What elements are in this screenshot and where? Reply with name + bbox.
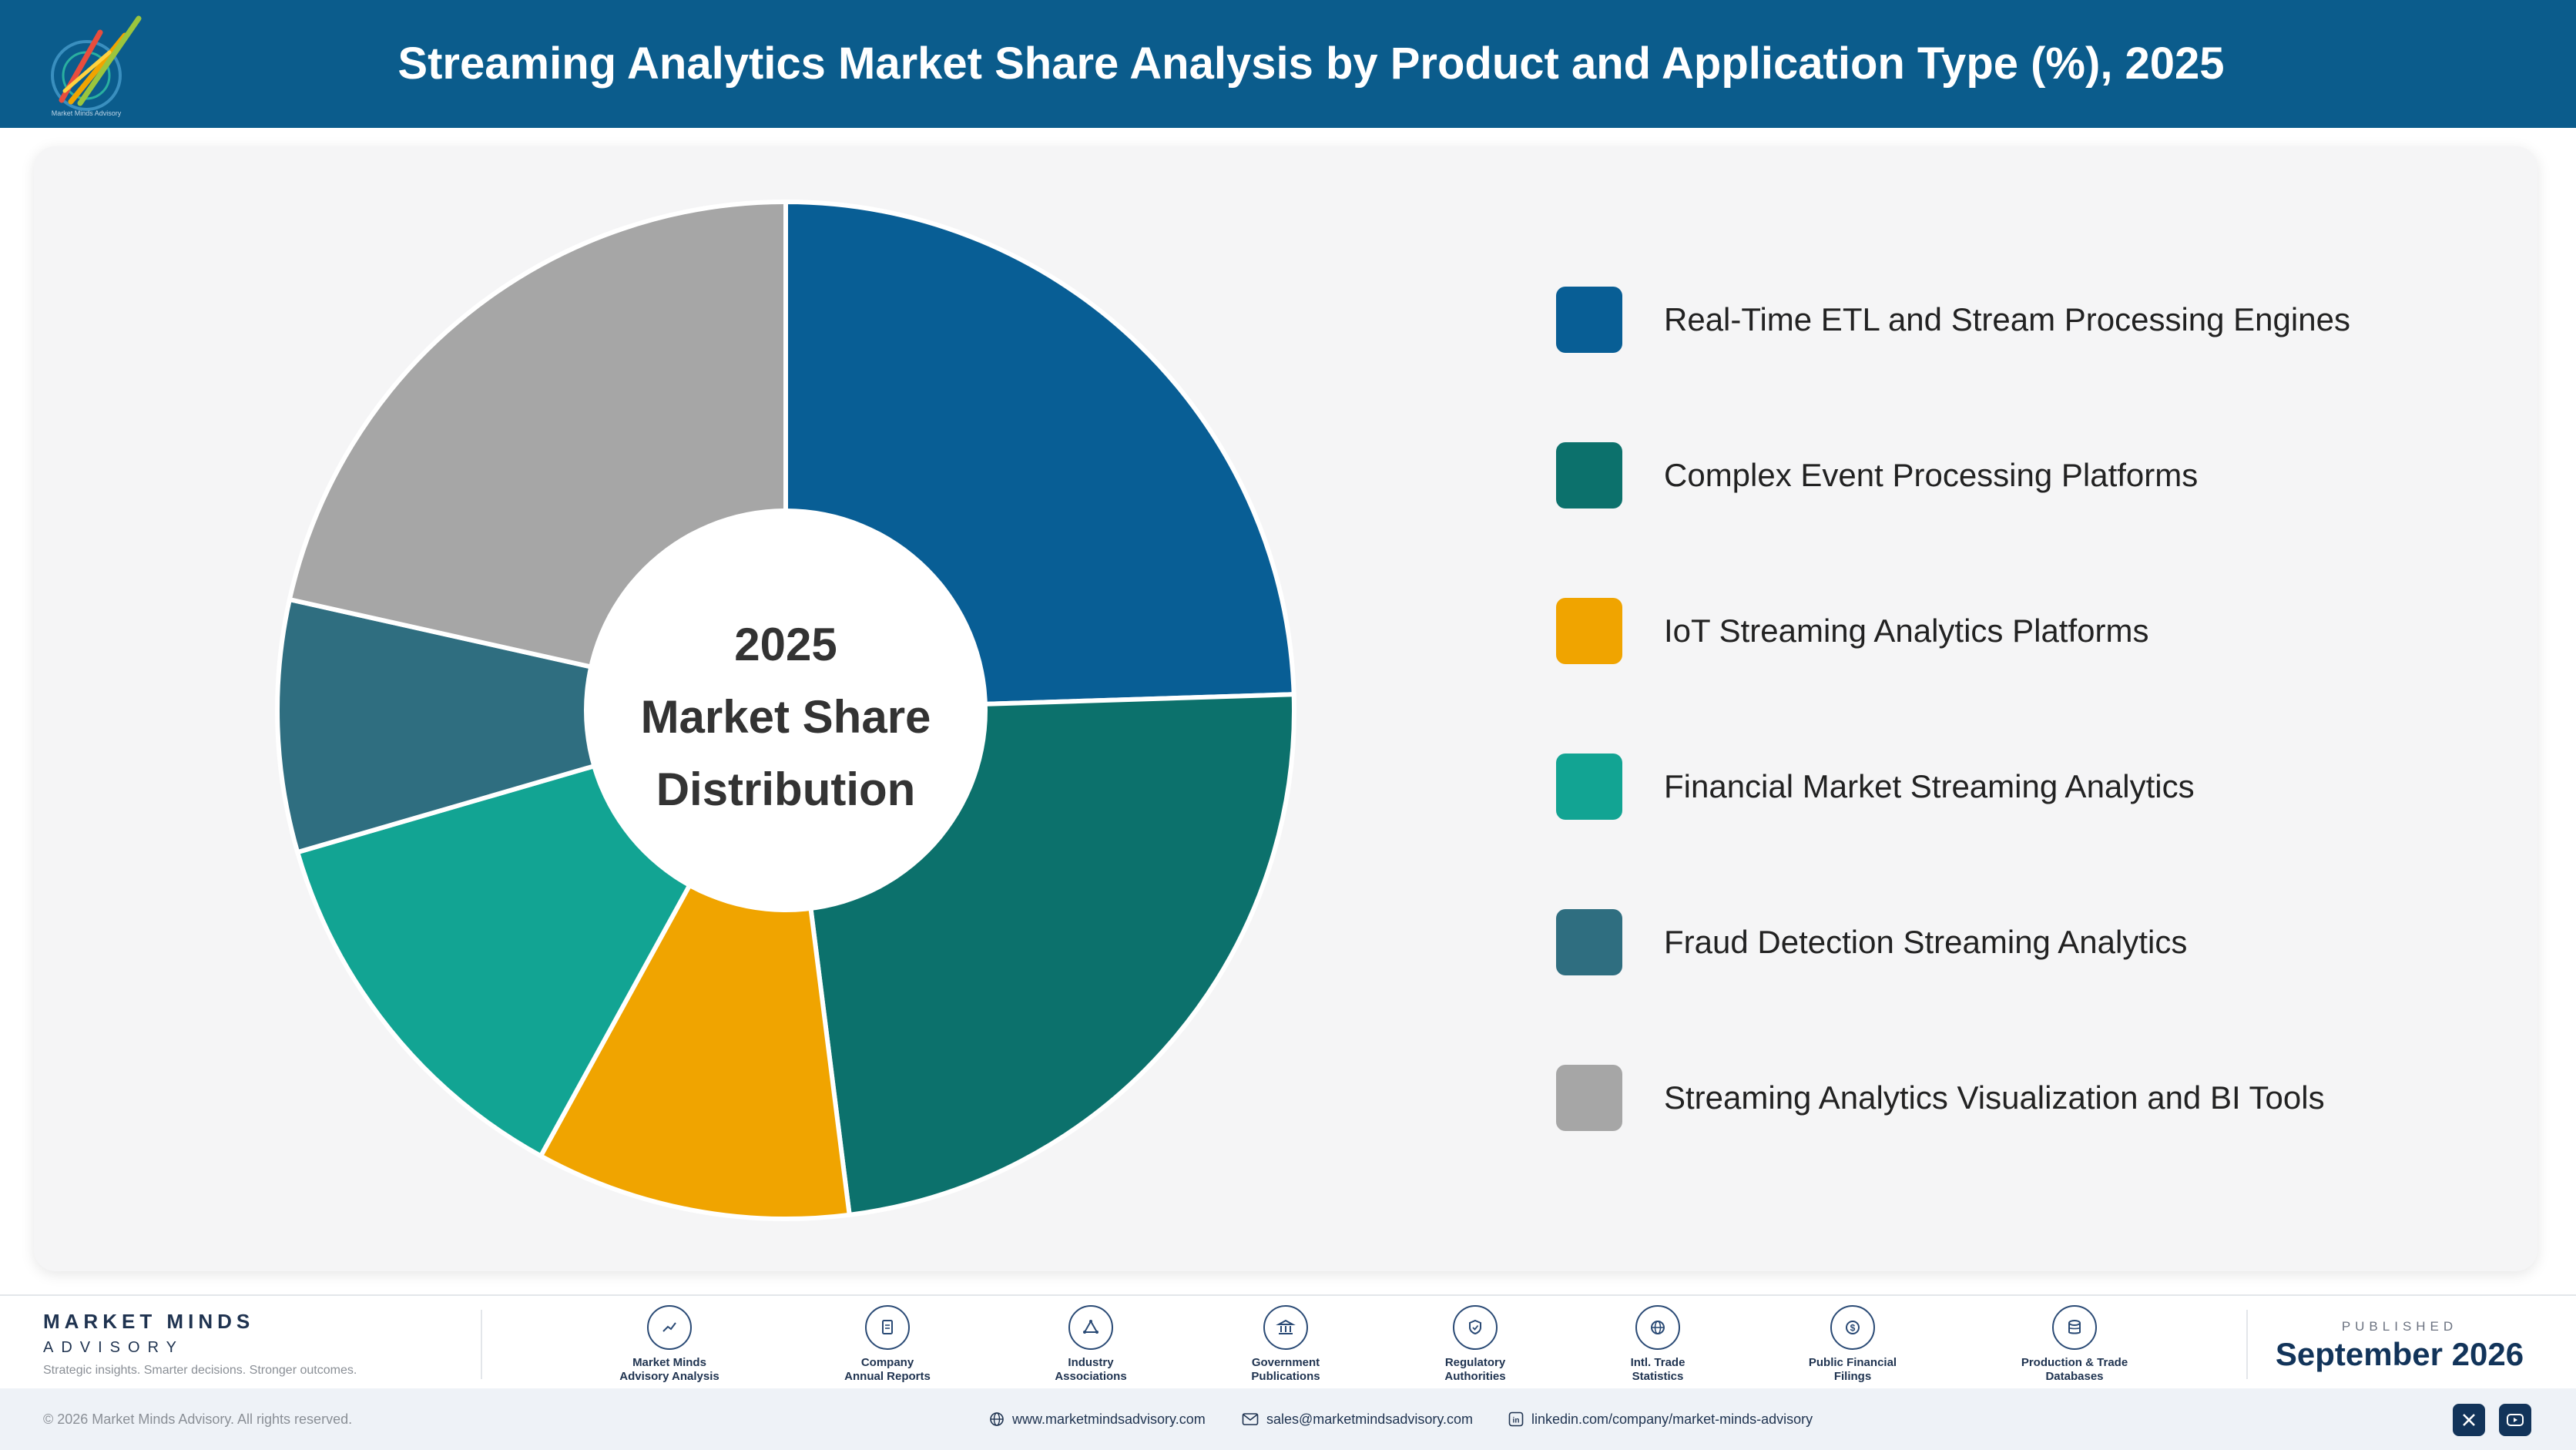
source-label: Market Minds Advisory Analysis <box>619 1356 719 1383</box>
svg-text:in: in <box>1513 1417 1520 1425</box>
youtube-icon[interactable] <box>2499 1404 2531 1436</box>
legend-swatch <box>1556 442 1622 509</box>
legend-item: IoT Streaming Analytics Platforms <box>1556 598 2480 666</box>
legend-label: Complex Event Processing Platforms <box>1664 457 2199 493</box>
legend-label: Fraud Detection Streaming Analytics <box>1664 924 2188 960</box>
center-label-line3: Distribution <box>656 764 916 815</box>
email-text: sales@marketmindsadvisory.com <box>1266 1411 1474 1427</box>
website-link[interactable]: www.marketmindsadvisory.com <box>989 1388 1206 1450</box>
legend-label: IoT Streaming Analytics Platforms <box>1664 613 2149 649</box>
source-item: $ Public Financial Filings <box>1776 1305 1930 1384</box>
source-label: Government Publications <box>1251 1356 1320 1383</box>
logo-text: Market Minds Advisory <box>52 109 122 117</box>
source-item: Regulatory Authorities <box>1398 1305 1552 1384</box>
brand-sub: ADVISORY <box>43 1339 184 1356</box>
source-label: Production & Trade Databases <box>2021 1356 2128 1383</box>
chart-title-text: Streaming Analytics Market Share Analysi… <box>397 39 2225 89</box>
source-label: Public Financial Filings <box>1808 1356 1897 1383</box>
legend-item: Financial Market Streaming Analytics <box>1556 754 2480 821</box>
document-icon <box>865 1305 910 1350</box>
svg-text:$: $ <box>1850 1323 1856 1334</box>
center-label-line2: Market Share <box>640 691 931 743</box>
source-item: Intl. Trade Statistics <box>1581 1305 1735 1384</box>
brand-name: MARKET MINDS <box>43 1310 255 1333</box>
legend-swatch <box>1556 1065 1622 1131</box>
source-item: Market Minds Advisory Analysis <box>592 1305 746 1384</box>
website-text: www.marketmindsadvisory.com <box>1012 1411 1206 1427</box>
header-bar: Market Minds Advisory Streaming Analytic… <box>0 0 2576 128</box>
trend-chart-icon <box>647 1305 692 1350</box>
linkedin-icon: in <box>1508 1411 1524 1427</box>
footer-divider <box>2246 1310 2248 1379</box>
bottom-bar: © 2026 Market Minds Advisory. All rights… <box>0 1388 2576 1450</box>
email-link[interactable]: sales@marketmindsadvisory.com <box>1242 1388 1473 1450</box>
footer: MARKET MINDS ADVISORY Strategic insights… <box>0 1294 2576 1390</box>
x-icon[interactable] <box>2453 1404 2485 1436</box>
globe-icon <box>989 1411 1005 1427</box>
legend-item: Real-Time ETL and Stream Processing Engi… <box>1556 287 2480 354</box>
legend-swatch <box>1556 909 1622 975</box>
network-icon <box>1068 1305 1113 1350</box>
source-label: Regulatory Authorities <box>1444 1356 1506 1383</box>
mail-icon <box>1242 1412 1259 1426</box>
building-icon <box>1263 1305 1308 1350</box>
legend-item: Fraud Detection Streaming Analytics <box>1556 909 2480 977</box>
donut-center-label: 2025 Market Share Distribution <box>585 609 986 826</box>
footer-divider <box>481 1310 482 1379</box>
dollar-icon: $ <box>1830 1305 1875 1350</box>
copyright: © 2026 Market Minds Advisory. All rights… <box>43 1411 353 1427</box>
source-label: Company Annual Reports <box>844 1356 931 1383</box>
center-label-year: 2025 <box>734 619 837 670</box>
legend-swatch <box>1556 287 1622 353</box>
linkedin-text: linkedin.com/company/market-minds-adviso… <box>1531 1411 1813 1427</box>
shield-icon <box>1453 1305 1498 1350</box>
source-item: Government Publications <box>1209 1305 1363 1384</box>
published-label: PUBLISHED <box>2341 1319 2458 1334</box>
database-icon <box>2052 1305 2097 1350</box>
brand-tagline: Strategic insights. Smarter decisions. S… <box>43 1364 357 1377</box>
legend-swatch <box>1556 754 1622 820</box>
legend-label: Streaming Analytics Visualization and BI… <box>1664 1079 2325 1116</box>
legend-swatch <box>1556 598 1622 664</box>
source-label: Intl. Trade Statistics <box>1630 1356 1685 1383</box>
source-item: Industry Associations <box>1014 1305 1168 1384</box>
logo-icon: Market Minds Advisory <box>51 15 142 117</box>
pie-slice-5 <box>275 596 787 855</box>
chart-title: Streaming Analytics Market Share Analysi… <box>0 0 2576 128</box>
source-label: Industry Associations <box>1055 1356 1127 1383</box>
source-item: Production & Trade Databases <box>1997 1305 2152 1384</box>
linkedin-link[interactable]: in linkedin.com/company/market-minds-adv… <box>1508 1388 1813 1450</box>
legend-label: Financial Market Streaming Analytics <box>1664 768 2195 804</box>
legend-item: Streaming Analytics Visualization and BI… <box>1556 1065 2480 1133</box>
published-date: September 2026 <box>2275 1336 2524 1372</box>
source-item: Company Annual Reports <box>810 1305 964 1384</box>
legend-label: Real-Time ETL and Stream Processing Engi… <box>1664 301 2350 337</box>
legend-item: Complex Event Processing Platforms <box>1556 442 2480 510</box>
globe-icon <box>1635 1305 1680 1350</box>
donut-hole <box>584 509 988 912</box>
